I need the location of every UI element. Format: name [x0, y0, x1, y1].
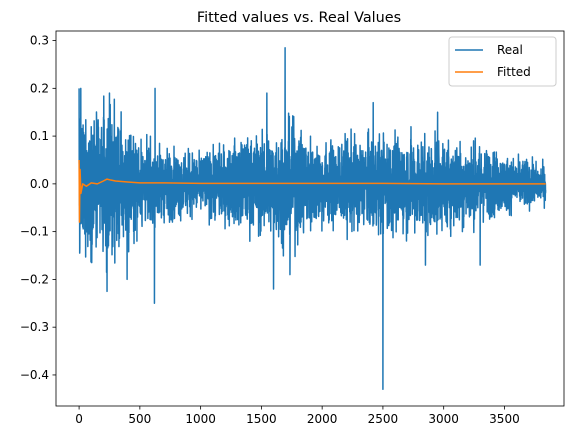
x-tick-label: 1500 [246, 412, 277, 426]
y-tick-label: −0.1 [20, 225, 49, 239]
y-tick-label: 0.3 [30, 34, 49, 48]
x-tick-label: 2000 [307, 412, 338, 426]
x-tick-label: 3500 [489, 412, 520, 426]
y-tick-label: 0.0 [30, 177, 49, 191]
y-tick-label: 0.1 [30, 129, 49, 143]
x-tick-label: 1000 [185, 412, 216, 426]
x-tick-label: 0 [75, 412, 83, 426]
legend-label-fitted: Fitted [497, 65, 531, 79]
x-tick-label: 500 [128, 412, 151, 426]
x-tick-label: 3000 [428, 412, 459, 426]
plot-area [78, 46, 547, 391]
y-tick-label: 0.2 [30, 81, 49, 95]
axes-frame [55, 30, 565, 407]
x-tick-label: 2500 [368, 412, 399, 426]
axes: 0 500 1000 1500 2000 2500 3000 3500 −0.4 −0.3 −0.2… [20, 30, 565, 426]
legend-label-real: Real [497, 43, 523, 57]
series-line-fitted [78, 159, 546, 223]
y-tick-label: −0.3 [20, 320, 49, 334]
series-line-real [78, 46, 547, 391]
chart-title: Fitted values vs. Real Values [197, 10, 401, 26]
legend: Real Fitted [448, 36, 557, 87]
y-tick-label: −0.2 [20, 272, 49, 286]
y-tick-label: −0.4 [20, 368, 49, 382]
